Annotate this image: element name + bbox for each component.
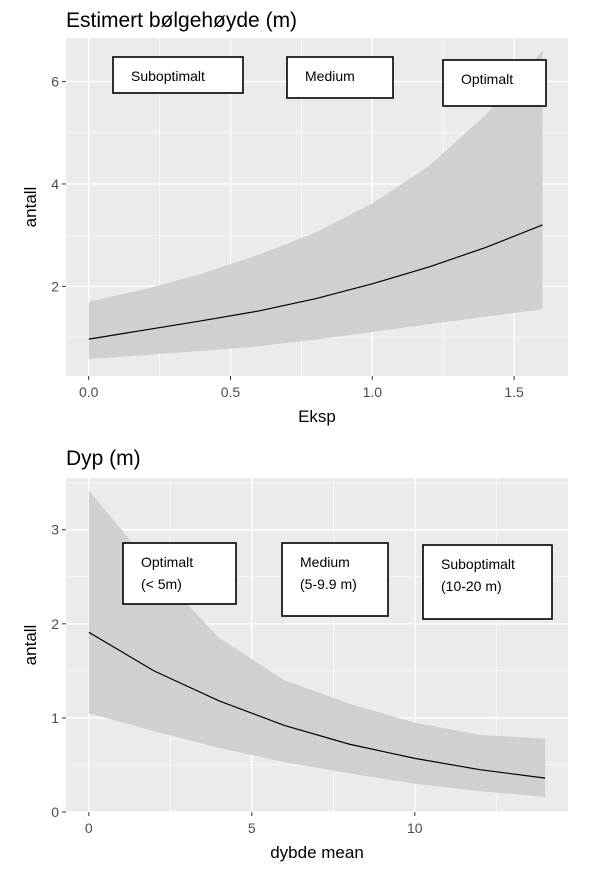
panel1-annotation-text: Medium [305,68,355,84]
panel2-x-axis-label: dybde mean [270,843,364,862]
panel1-x-tick-label: 0.5 [221,384,241,400]
panel2-y-tick-label: 1 [51,710,59,726]
panel1-x-tick-label: 1.5 [504,384,524,400]
panel2-x-tick-label: 0 [85,820,93,836]
panel2-annotation-text: Suboptimalt [441,556,515,572]
panel1-annotation-box: Medium [286,56,394,99]
panel2-annotation-frame [422,544,553,620]
panel2-annotation-text: (10-20 m) [441,578,502,594]
panel1-x-tick-label: 1.0 [363,384,383,400]
panel2-x-tick-label: 5 [248,820,256,836]
panel1-annotation-box: Suboptimalt [112,56,244,94]
panel1-annotation-text: Optimalt [461,71,513,87]
panel2-confidence-ribbon [88,490,546,797]
panel2-annotation-frame [122,542,237,605]
panel1-chart: Estimert bølgehøyde (m) 2 4 6 0.0 0.5 1.0 1.5 Ek… [21,9,568,426]
panel2-y-tick-label: 3 [51,522,59,538]
panel2-annotation-box: Medium (5-9.9 m) [281,542,389,617]
panel2-y-tick-label: 0 [51,804,59,820]
panel2-annotation-box: Optimalt (< 5m) [122,542,237,605]
panel1-confidence-ribbon [88,50,543,360]
panel1-annotation-frame [286,56,394,99]
panel1-y-tick-label: 2 [51,278,59,294]
panel1-x-axis-label: Eksp [298,407,336,426]
panel1-title: Estimert bølgehøyde (m) [66,9,297,32]
panel2-chart: Dyp (m) 0 1 2 3 0 5 10 dybde mean antall Optimalt (… [21,447,568,862]
panel2-title: Dyp (m) [66,447,141,470]
panel2-x-tick-label: 10 [407,820,423,836]
panel2-annotation-text: (5-9.9 m) [300,576,357,592]
panel2-annotation-text: Medium [300,554,350,570]
panel2-annotation-text: (< 5m) [141,576,182,592]
panel2-annotation-frame [281,542,389,617]
panel1-annotation-frame [442,59,547,107]
panel2-annotation-text: Optimalt [141,554,193,570]
panel1-annotation-frame [112,56,244,94]
panel1-y-tick-label: 4 [51,176,59,192]
panel1-annotation-text: Suboptimalt [131,68,205,84]
panel2-annotation-box: Suboptimalt (10-20 m) [422,544,553,620]
panel1-annotation-box: Optimalt [442,59,547,107]
panel2-y-axis-label: antall [21,625,40,666]
panel2-y-tick-label: 2 [51,616,59,632]
panel1-y-tick-label: 6 [51,74,59,90]
panel1-y-axis-label: antall [21,187,40,228]
panel2-fit-line [88,631,546,779]
panel1-x-tick-label: 0.0 [79,384,99,400]
